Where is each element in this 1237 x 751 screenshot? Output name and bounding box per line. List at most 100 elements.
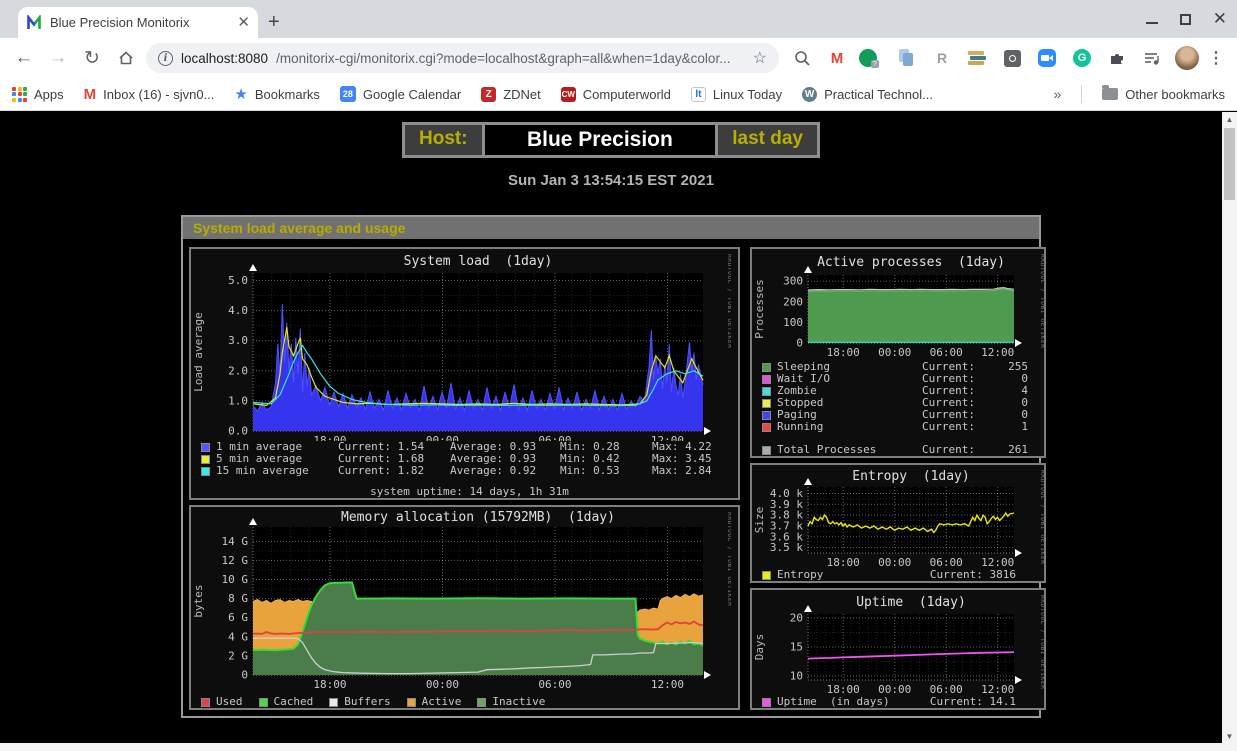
profile-avatar[interactable] [1175, 46, 1199, 70]
report-date: Sun Jan 3 13:54:15 EST 2021 [508, 172, 714, 189]
grammarly-extension[interactable]: G [1071, 47, 1093, 69]
bookmark-label: Google Calendar [362, 86, 462, 102]
zoom-cam-extension[interactable] [1036, 47, 1058, 69]
entropy-plot: 3.5 k3.6 k3.7 k3.8 k3.9 k4.0 k 18:00 00:00… [753, 469, 1044, 569]
system_load-plot: 0.0 1.0 2.0 3.0 4.0 5.0 18:00 00:00 06:00 12:00 Sy… [192, 254, 731, 441]
legend-swatch [762, 570, 771, 580]
svg-text:3.8 k: 3.8 k [770, 509, 803, 522]
url-host: localhost:8080 [181, 50, 269, 66]
entropy-chart[interactable]: 3.5 k 3.6 k 3.7 k 3.8 k 3.9 k 4.0 k 18:00 00:00… [750, 463, 1046, 583]
gmail-ext-extension[interactable]: M [826, 47, 848, 69]
svg-text:2.0: 2.0 [228, 364, 248, 377]
window-maximize-icon[interactable] [1179, 13, 1191, 25]
legend-swatch [201, 442, 210, 452]
bookmark-item-computerworld[interactable]: CW Computerworld [560, 86, 671, 102]
bookmark-star-icon[interactable]: ☆ [752, 50, 767, 67]
y-axis-label: Processes [753, 279, 766, 339]
voice-extension[interactable]: ? [859, 47, 883, 69]
chart-legend: Sleeping Current: 255 Wait I/O Current: 0 Zomb… [752, 361, 1044, 456]
scroll-down-icon[interactable]: ▼ [1225, 731, 1234, 741]
computerworld-icon: CW [560, 86, 576, 102]
legend-item: 15 min average Current: 1.82 Average: 0.92… [201, 465, 738, 477]
svg-text:4.0: 4.0 [228, 304, 248, 317]
svg-text:4 G: 4 G [228, 630, 248, 643]
chart-title: System load (1day) [404, 254, 553, 269]
books-extension[interactable] [966, 47, 988, 69]
bookmark-item-linux-today[interactable]: lt Linux Today [690, 86, 782, 102]
svg-text:12 G: 12 G [222, 554, 249, 567]
rrdtool-watermark: RRDTOOL / TOBI OETIKER [1039, 470, 1044, 564]
copy-pages-icon [899, 49, 915, 67]
other-bookmarks-folder[interactable]: Other bookmarks [1102, 85, 1225, 102]
browser-tab[interactable]: Blue Precision Monitorix ✕ [18, 7, 258, 38]
browser-toolbar: ← → ↻ i localhost:8080/monitorix-cgi/mon… [0, 38, 1237, 78]
chart-title: Entropy (1day) [852, 469, 969, 484]
uptime-chart[interactable]: 10 15 20 18:00 00:00 06:00 12:00 Uptime (1day) D… [750, 588, 1046, 710]
url-bar[interactable]: i localhost:8080/monitorix-cgi/monitorix… [146, 43, 779, 73]
svg-text:3.9 k: 3.9 k [770, 498, 803, 511]
bookmark-item-bookmarks[interactable]: ★ Bookmarks [234, 85, 319, 103]
legend-swatch [762, 697, 771, 707]
svg-text:12:00: 12:00 [981, 683, 1014, 696]
bookmark-label: Practical Technol... [824, 86, 933, 102]
search-icon [793, 49, 811, 67]
copy-pages-extension[interactable] [896, 47, 918, 69]
books-icon [968, 51, 986, 65]
site-info-icon[interactable]: i [158, 50, 173, 66]
svg-text:2 G: 2 G [228, 649, 248, 662]
svg-text:10 G: 10 G [222, 573, 249, 586]
active_processes-plot: 0 100 200 300 18:00 00:00 06:00 12:00 Active pro… [753, 254, 1044, 359]
active-processes-chart[interactable]: 0 100 200 300 18:00 00:00 06:00 12:00 Active pro… [750, 247, 1046, 458]
chart-title: Uptime (1day) [856, 595, 966, 610]
rrdtool-watermark: RRDTOOL / TOBI OETIKER [1039, 254, 1044, 348]
search-extension[interactable] [791, 47, 813, 69]
svg-text:00:00: 00:00 [878, 556, 911, 569]
tab-strip: Blue Precision Monitorix ✕ + ✕ [0, 0, 1237, 38]
y-axis-label: bytes [192, 584, 205, 617]
period-label: last day [718, 125, 817, 155]
system-load-chart[interactable]: 0.0 1.0 2.0 3.0 4.0 5.0 18:00 00:00 06:00 12:00 Sy… [189, 247, 740, 500]
svg-text:0: 0 [241, 669, 248, 682]
legend-item: Paging Current: 0 [762, 409, 1044, 421]
svg-text:20: 20 [790, 612, 803, 625]
bookmark-item-google-calendar[interactable]: 28 Google Calendar [339, 86, 462, 102]
svg-text:3.6 k: 3.6 k [770, 530, 803, 543]
scrollbar-thumb[interactable] [1224, 128, 1235, 200]
home-button[interactable] [112, 44, 140, 72]
zoom-cam-icon [1038, 49, 1056, 67]
bookmark-item-inbox-16-sjvn0[interactable]: M Inbox (16) - sjvn0... [84, 86, 215, 103]
forward-button[interactable]: → [48, 47, 68, 68]
svg-text:12:00: 12:00 [651, 678, 684, 691]
reload-button[interactable]: ↻ [84, 47, 100, 69]
memory-allocation-chart[interactable]: 0 2 G 4 G 6 G 8 G 10 G 12 G 14 G 18:00 00:00 06:00… [189, 505, 740, 710]
bookmark-label: Bookmarks [254, 86, 320, 102]
bookmarks-overflow-chevron[interactable]: » [1053, 86, 1062, 102]
window-close-icon[interactable]: ✕ [1212, 9, 1227, 28]
bookmark-item-zdnet[interactable]: Z ZDNet [481, 86, 541, 102]
dark-app-extension[interactable] [1001, 47, 1023, 69]
tab-close-icon[interactable]: ✕ [237, 14, 250, 31]
svg-text:14 G: 14 G [222, 535, 249, 548]
horizontal-scrollbar[interactable] [0, 743, 1237, 751]
puzzle-extension[interactable] [1106, 47, 1128, 69]
extensions-row: M? R G [785, 47, 1169, 69]
window-minimize-icon[interactable] [1145, 22, 1158, 24]
back-button[interactable]: ← [14, 47, 34, 68]
browser-menu-icon[interactable]: ⋮ [1208, 50, 1224, 67]
dark-app-icon [1003, 49, 1021, 67]
legend-swatch [258, 697, 268, 707]
svg-text:1.0: 1.0 [228, 394, 248, 407]
vertical-scrollbar[interactable]: ▲ ▼ [1222, 112, 1237, 743]
legend-swatch [477, 697, 487, 707]
scroll-up-icon[interactable]: ▲ [1225, 114, 1234, 124]
bookmark-item-practical-technol[interactable]: W Practical Technol... [802, 86, 933, 102]
legend-swatch [762, 374, 771, 384]
new-tab-button[interactable]: + [268, 11, 280, 33]
svg-text:06:00: 06:00 [930, 346, 963, 359]
legend-item: 1 min average Current: 1.54 Average: 0.93 M… [201, 441, 738, 453]
bookmark-label: ZDNet [503, 86, 541, 102]
bookmark-item-apps[interactable]: Apps [12, 86, 64, 102]
playlist-extension[interactable] [1141, 47, 1163, 69]
chart-title: Memory allocation (15792MB) (1day) [341, 510, 615, 525]
r-letter-extension[interactable]: R [931, 47, 953, 69]
